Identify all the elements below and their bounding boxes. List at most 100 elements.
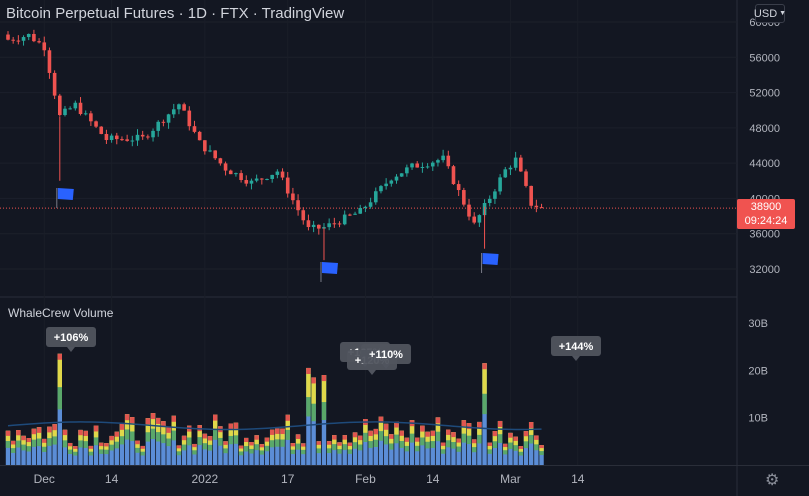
price-tick-label: 36000 [749, 229, 780, 241]
candle-body [32, 33, 36, 42]
candle-body [487, 198, 492, 203]
candle-body [21, 37, 26, 41]
candle-body [120, 139, 124, 141]
volume-bar [47, 426, 52, 465]
price-tick-label: 52000 [749, 88, 780, 100]
callout-label: +106% [54, 332, 89, 344]
volume-bar [181, 435, 187, 465]
candle-body [197, 131, 202, 141]
candle-body [472, 216, 476, 223]
volume-bar-base [202, 433, 208, 465]
last-price-badge: 38900 09:24:24 [737, 199, 795, 229]
volume-bar-top [5, 430, 11, 436]
volume-bar-base [311, 377, 316, 465]
volume-bar [378, 416, 384, 465]
candle-body [275, 171, 280, 175]
flag-icon [481, 253, 499, 273]
volume-bar-top [207, 436, 213, 441]
volume-bar-top [368, 430, 373, 436]
candle-body [187, 110, 192, 127]
volume-bar-top [446, 429, 451, 435]
time-axis-label: 17 [281, 472, 295, 486]
volume-pane-title: WhaleCrew Volume [8, 306, 114, 320]
volume-bar-top [176, 445, 182, 449]
volume-bar-upper [52, 424, 57, 437]
candle-body [78, 102, 83, 114]
volume-bar-upper [363, 418, 368, 433]
candle-body [462, 190, 466, 205]
candle-body [89, 113, 93, 122]
volume-bar-top [99, 442, 104, 447]
currency-selector[interactable]: USD ▼ [753, 4, 786, 23]
volume-bar [420, 425, 425, 465]
volume-average-line [7, 421, 542, 431]
volume-bar-top [223, 441, 228, 445]
volume-callout: +110% [361, 344, 411, 369]
gear-icon[interactable]: ⚙ [765, 472, 780, 489]
volume-bar [244, 437, 249, 465]
volume-bar [311, 377, 316, 465]
volume-bar-upper [497, 420, 503, 435]
volume-bar [218, 426, 223, 465]
candle-body [254, 178, 259, 181]
volume-bar-upper [311, 377, 316, 404]
volume-bar [430, 430, 435, 465]
volume-bar-upper [57, 353, 62, 388]
time-axis-label: Feb [355, 472, 376, 486]
volume-bar [140, 445, 145, 465]
flag-icon [320, 262, 338, 282]
volume-bar-base [492, 431, 498, 465]
volume-bar [425, 431, 430, 465]
candle-body [73, 102, 78, 109]
volume-bar-top [378, 416, 384, 423]
candle-body [456, 184, 461, 191]
candle-body [265, 178, 269, 180]
candle-body [234, 173, 238, 175]
volume-bar-top [171, 415, 176, 422]
candle-body [52, 72, 57, 96]
volume-bar [472, 439, 477, 465]
volume-bar [497, 420, 503, 465]
candle-body [260, 178, 264, 180]
volume-bar-top [326, 441, 332, 445]
candle-body [534, 205, 539, 208]
currency-label: USD [753, 7, 778, 20]
callout-pointer [382, 364, 390, 369]
volume-bar [275, 428, 280, 465]
volume-bar-top [306, 367, 311, 374]
volume-bar-upper [306, 367, 311, 398]
volume-bar-top [73, 446, 78, 449]
volume-bar-top [440, 442, 446, 446]
volume-bar-upper [466, 423, 472, 436]
callout-pointer [67, 347, 75, 352]
volume-bar-top [202, 433, 208, 439]
volume-bar [31, 428, 37, 465]
volume-bar [399, 430, 404, 465]
price-tick-label: 32000 [749, 264, 780, 276]
volume-bar [363, 418, 368, 465]
volume-bar [166, 427, 171, 465]
volume-bar-top [290, 443, 296, 447]
volume-bar-top [16, 430, 21, 436]
candle-body [358, 208, 363, 214]
volume-bar-upper [73, 446, 78, 452]
candle-body [11, 39, 15, 41]
volume-bar [78, 429, 83, 465]
candle-body [130, 140, 135, 142]
candle-body [493, 191, 497, 199]
candle-body [285, 177, 290, 194]
volume-bar-top [425, 431, 430, 437]
volume-bar [456, 438, 461, 465]
candle-body [125, 139, 129, 141]
candle-body [353, 213, 357, 215]
volume-bar-top [124, 414, 130, 421]
chart-title: Bitcoin Perpetual Futures · 1D · FTX · T… [6, 5, 345, 22]
candle-body [223, 163, 228, 171]
candle-body [16, 40, 21, 42]
volume-bar [269, 429, 275, 465]
volume-bar-top [254, 435, 259, 440]
candle-body [327, 223, 331, 228]
candle-body [244, 180, 249, 184]
volume-bar-base [31, 428, 37, 465]
